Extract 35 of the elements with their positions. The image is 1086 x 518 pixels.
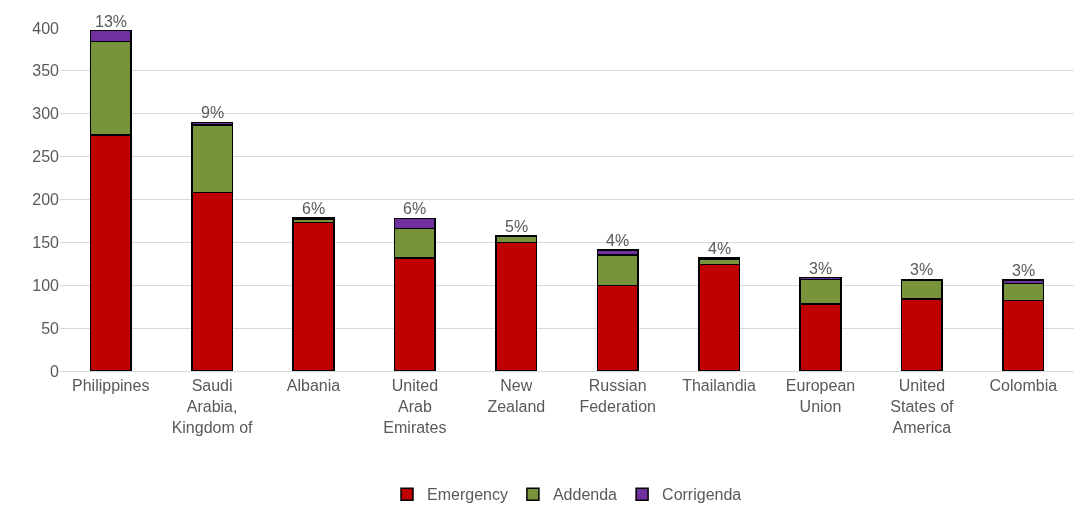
annotation: 3%: [910, 261, 934, 278]
annotation: 3%: [809, 260, 833, 277]
bar: [698, 263, 741, 371]
annotation: 4%: [708, 240, 732, 257]
x-tick-label: Saudi Arabia, Kingdom of: [171, 377, 254, 436]
y-tick-label: 100: [32, 276, 60, 294]
y-tick-label: 250: [32, 148, 60, 166]
x-tick-label: Philippines: [72, 377, 150, 395]
annotation: 4%: [606, 232, 630, 249]
x-tick-label: Albania: [286, 377, 341, 395]
legend-label: Corrigenda: [662, 486, 742, 504]
y-tick-label: 350: [32, 62, 60, 80]
x-tick-label: United Arab Emirates: [383, 377, 447, 436]
y-tick-label: 300: [32, 105, 60, 123]
legend-label: Addenda: [552, 486, 618, 504]
annotation: 13%: [95, 13, 128, 30]
x-tick-label: New Zealand: [487, 377, 546, 415]
y-tick-label: 50: [41, 319, 60, 337]
annotation: 5%: [505, 218, 529, 235]
bar: [495, 241, 538, 371]
x-tick-label: European Union: [785, 377, 856, 415]
y-tick-label: 400: [32, 19, 60, 37]
x-tick-label: Thailandia: [682, 377, 757, 395]
annotation: 6%: [403, 200, 427, 217]
y-tick-label: 200: [32, 191, 60, 209]
bar: [292, 221, 335, 371]
x-tick-label: Russian Federation: [579, 377, 656, 415]
y-tick-label: 0: [50, 362, 60, 380]
legend-label: Emergency: [427, 486, 508, 504]
annotation: 9%: [201, 104, 225, 121]
x-tick-label: Colombia: [989, 377, 1058, 395]
x-tick-label: United States of America: [890, 377, 955, 436]
y-tick-label: 150: [32, 233, 60, 251]
annotation: 6%: [302, 200, 326, 217]
annotation: 3%: [1012, 262, 1036, 279]
